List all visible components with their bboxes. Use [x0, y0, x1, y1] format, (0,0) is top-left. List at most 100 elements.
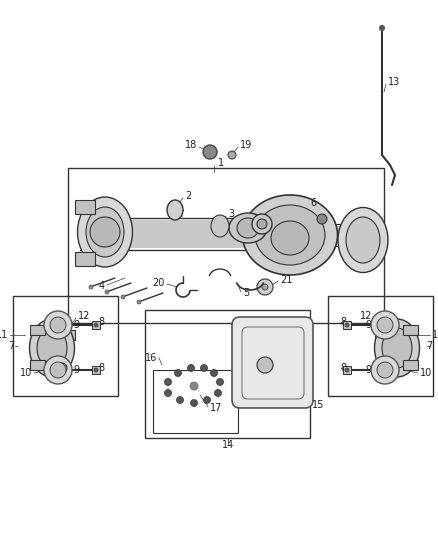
Circle shape	[174, 369, 181, 376]
Text: 2: 2	[270, 209, 276, 219]
Bar	[30, 325, 45, 335]
Text: 12: 12	[78, 311, 90, 321]
Ellipse shape	[211, 215, 229, 237]
Bar	[75, 200, 95, 214]
Circle shape	[191, 400, 198, 407]
Text: 9: 9	[73, 365, 79, 375]
Text: 17: 17	[210, 403, 223, 413]
Ellipse shape	[243, 195, 338, 275]
Text: 7: 7	[8, 341, 14, 351]
Circle shape	[50, 317, 66, 333]
Text: 9: 9	[365, 320, 371, 330]
Text: 20: 20	[152, 278, 165, 288]
Bar	[80, 220, 250, 248]
Circle shape	[190, 382, 198, 390]
Ellipse shape	[271, 221, 309, 255]
Circle shape	[379, 26, 385, 30]
Bar	[92, 321, 100, 329]
Text: 4: 4	[99, 281, 105, 291]
Ellipse shape	[86, 207, 124, 257]
Circle shape	[379, 363, 389, 373]
Ellipse shape	[382, 328, 412, 368]
Text: 13: 13	[388, 77, 400, 87]
Text: 8: 8	[98, 363, 104, 373]
Text: 3: 3	[228, 209, 234, 219]
Circle shape	[94, 323, 98, 327]
Circle shape	[201, 365, 208, 372]
Text: 18: 18	[185, 140, 197, 150]
Text: 21: 21	[280, 275, 293, 285]
Circle shape	[211, 369, 218, 376]
Circle shape	[371, 356, 399, 384]
Text: 1: 1	[218, 158, 224, 168]
Text: 19: 19	[240, 140, 252, 150]
Ellipse shape	[37, 328, 67, 368]
Text: 9: 9	[365, 365, 371, 375]
Bar	[75, 252, 95, 266]
Bar	[145, 310, 310, 438]
Circle shape	[105, 290, 109, 294]
Ellipse shape	[255, 205, 325, 265]
Circle shape	[252, 214, 272, 234]
Bar	[280, 226, 360, 244]
Bar	[403, 360, 418, 370]
Circle shape	[177, 397, 184, 403]
Ellipse shape	[29, 319, 74, 377]
Text: 14: 14	[222, 440, 234, 450]
Circle shape	[89, 285, 93, 289]
Circle shape	[165, 378, 172, 385]
Ellipse shape	[346, 217, 380, 263]
Bar	[403, 325, 418, 335]
Circle shape	[121, 295, 125, 299]
Circle shape	[165, 390, 172, 397]
Ellipse shape	[374, 319, 420, 377]
Circle shape	[50, 362, 66, 378]
Text: 7: 7	[426, 341, 432, 351]
Text: 11: 11	[432, 330, 438, 340]
Ellipse shape	[338, 207, 388, 272]
Circle shape	[57, 363, 67, 373]
Circle shape	[215, 390, 222, 397]
Ellipse shape	[229, 213, 267, 243]
Circle shape	[345, 368, 349, 372]
Circle shape	[203, 145, 217, 159]
Text: 16: 16	[145, 353, 157, 363]
Circle shape	[204, 397, 211, 403]
Circle shape	[90, 217, 120, 247]
Text: 8: 8	[98, 317, 104, 327]
Circle shape	[257, 357, 273, 373]
Circle shape	[44, 311, 72, 339]
Bar	[328, 296, 433, 396]
Circle shape	[317, 214, 327, 224]
Ellipse shape	[167, 200, 183, 220]
Circle shape	[228, 151, 236, 159]
Circle shape	[257, 219, 267, 229]
Bar	[375, 330, 385, 340]
Text: 8: 8	[340, 317, 346, 327]
Text: 10: 10	[20, 368, 32, 378]
Ellipse shape	[78, 197, 133, 267]
Circle shape	[377, 362, 393, 378]
Bar	[13, 296, 118, 396]
Circle shape	[187, 365, 194, 372]
Circle shape	[262, 284, 268, 290]
Circle shape	[137, 300, 141, 304]
Text: 2: 2	[185, 191, 191, 201]
Text: 6: 6	[310, 198, 316, 208]
Text: 11: 11	[0, 330, 8, 340]
Bar	[343, 366, 351, 374]
Bar	[92, 366, 100, 374]
Circle shape	[44, 356, 72, 384]
Bar	[30, 360, 45, 370]
Ellipse shape	[237, 218, 259, 238]
Text: 10: 10	[420, 368, 432, 378]
Circle shape	[216, 378, 223, 385]
Circle shape	[345, 323, 349, 327]
Circle shape	[94, 368, 98, 372]
Circle shape	[257, 279, 273, 295]
Bar	[206, 148, 214, 156]
Text: 5: 5	[243, 288, 249, 298]
Text: 15: 15	[312, 400, 325, 410]
Circle shape	[377, 317, 393, 333]
Bar	[65, 330, 75, 340]
